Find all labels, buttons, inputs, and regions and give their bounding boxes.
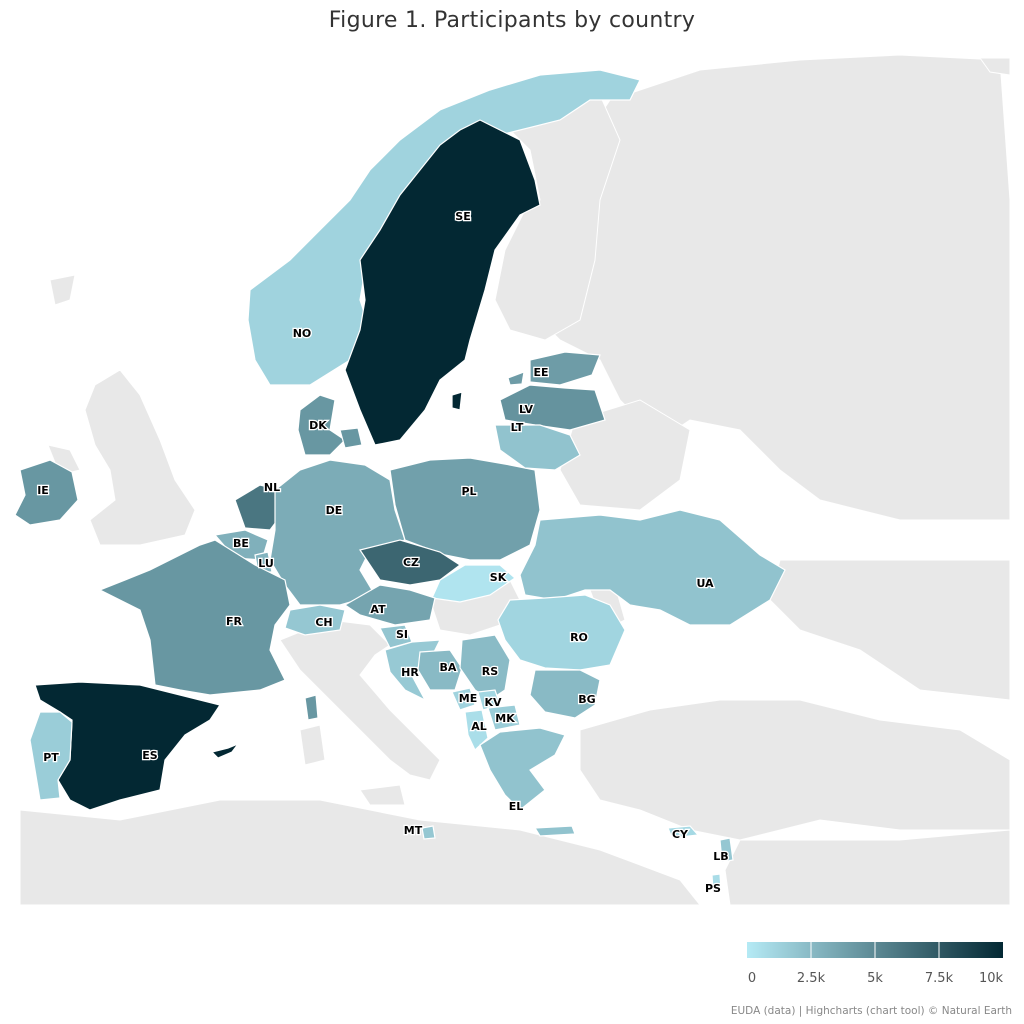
country-label-lv: LV xyxy=(519,403,533,416)
country-regions xyxy=(14,69,786,891)
country-el[interactable] xyxy=(479,727,566,811)
country-ba[interactable] xyxy=(417,649,463,691)
color-legend: 0 2.5k 5k 7.5k 10k xyxy=(747,942,1004,986)
country-label-no: NO xyxy=(293,327,312,340)
country-label-lt: LT xyxy=(511,421,524,434)
country-se[interactable] xyxy=(344,119,541,446)
legend-tick-label: 5k xyxy=(867,971,883,986)
country-label-al: AL xyxy=(471,720,487,733)
country-label-ro: RO xyxy=(570,631,588,644)
country-lv[interactable] xyxy=(499,384,606,431)
country-ch[interactable] xyxy=(284,604,346,636)
legend-tick-label: 7.5k xyxy=(925,971,954,986)
country-de[interactable] xyxy=(269,459,406,606)
country-mt[interactable] xyxy=(421,825,436,840)
country-label-si: SI xyxy=(396,628,408,641)
country-label-at: AT xyxy=(370,603,386,616)
country-pl[interactable] xyxy=(389,457,541,561)
country-label-el: EL xyxy=(509,800,524,813)
country-label-rs: RS xyxy=(482,665,498,678)
chart-title: Figure 1. Participants by country xyxy=(328,8,696,33)
country-label-cz: CZ xyxy=(403,556,419,569)
country-ee-saaremaa xyxy=(507,371,525,386)
legend-tick-label: 10k xyxy=(979,971,1004,986)
credits-text[interactable]: EUDA (data) | Highcharts (chart tool) © … xyxy=(730,1005,1012,1017)
country-ie[interactable] xyxy=(14,459,79,526)
legend-tick-label: 2.5k xyxy=(797,971,826,986)
country-lt[interactable] xyxy=(494,424,581,471)
country-bg[interactable] xyxy=(529,669,601,719)
country-label-ie: IE xyxy=(37,484,49,497)
country-label-cy: CY xyxy=(672,828,689,841)
country-label-ba: BA xyxy=(440,661,457,674)
country-label-pt: PT xyxy=(43,751,59,764)
country-label-ps: PS xyxy=(705,882,721,895)
country-label-kv: KV xyxy=(484,696,502,709)
country-es-baleares xyxy=(210,742,240,759)
country-label-fr: FR xyxy=(226,615,243,628)
country-ro[interactable] xyxy=(497,594,626,671)
country-ua[interactable] xyxy=(519,509,786,626)
country-sk[interactable] xyxy=(431,564,516,603)
country-labels: SE NO ES PT FR BE LU NL DE DK IE PL CZ SK AT CH SI HR BA RS… xyxy=(36,209,730,897)
country-label-be: BE xyxy=(233,537,249,550)
legend-tick-label: 0 xyxy=(748,971,756,986)
legend-ticks: 0 2.5k 5k 7.5k 10k xyxy=(748,942,1004,986)
country-label-ee: EE xyxy=(533,366,548,379)
country-kv[interactable] xyxy=(477,689,501,711)
country-label-pl: PL xyxy=(461,485,476,498)
country-me[interactable] xyxy=(451,687,476,711)
country-label-dk: DK xyxy=(309,419,327,432)
country-lb[interactable] xyxy=(719,837,734,863)
country-cy[interactable] xyxy=(667,825,700,839)
background-land xyxy=(19,54,1011,906)
country-fr[interactable] xyxy=(98,539,291,696)
country-pt[interactable] xyxy=(29,711,73,801)
country-dk-zealand xyxy=(339,427,363,449)
country-ps[interactable] xyxy=(711,873,722,891)
country-label-ch: CH xyxy=(315,616,332,629)
country-es[interactable] xyxy=(34,681,221,811)
country-label-de: DE xyxy=(326,504,343,517)
country-el-crete xyxy=(533,825,576,837)
country-label-bg: BG xyxy=(578,693,595,706)
country-label-es: ES xyxy=(142,749,158,762)
country-at[interactable] xyxy=(343,584,436,626)
country-label-mt: MT xyxy=(404,824,423,837)
country-fr-corsica xyxy=(304,694,319,721)
country-label-lb: LB xyxy=(713,850,728,863)
country-label-ua: UA xyxy=(696,577,714,590)
country-label-sk: SK xyxy=(490,571,507,584)
country-label-me: ME xyxy=(459,692,477,705)
country-label-lu: LU xyxy=(258,557,274,570)
country-rs[interactable] xyxy=(459,634,511,701)
country-se-gotland xyxy=(451,391,463,411)
country-label-mk: MK xyxy=(495,712,515,725)
country-label-nl: NL xyxy=(264,481,280,494)
country-mk[interactable] xyxy=(487,704,521,731)
country-ee[interactable] xyxy=(529,351,601,386)
country-label-hr: HR xyxy=(401,666,419,679)
country-label-se: SE xyxy=(455,210,470,223)
country-cz[interactable] xyxy=(359,539,462,586)
country-no[interactable] xyxy=(247,69,641,386)
